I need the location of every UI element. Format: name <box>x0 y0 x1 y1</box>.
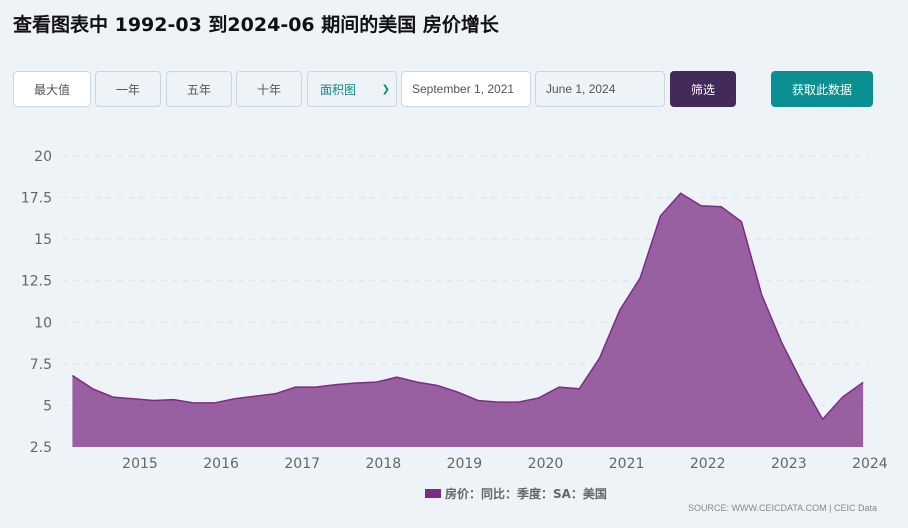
y-tick-label: 12.5 <box>21 274 52 290</box>
end-date-input[interactable]: June 1, 2024 <box>535 71 665 107</box>
series-line <box>72 192 864 421</box>
get-data-button[interactable]: 获取此数据 <box>771 71 873 107</box>
x-tick-label: 2024 <box>852 456 888 472</box>
y-tick-label: 7.5 <box>30 357 52 373</box>
start-date-input[interactable]: September 1, 2021 <box>401 71 531 107</box>
chart-type-value: 面积图 <box>320 82 357 97</box>
y-tick-label: 17.5 <box>21 191 52 207</box>
x-tick-label: 2018 <box>365 456 401 472</box>
y-tick-label: 15 <box>34 232 52 248</box>
ten-year-button[interactable]: 十年 <box>236 71 302 107</box>
chart-type-select[interactable]: 面积图 ❯ <box>307 71 397 107</box>
y-tick-label: 5 <box>43 398 52 414</box>
area-fill <box>72 193 864 447</box>
five-year-button[interactable]: 五年 <box>166 71 232 107</box>
x-tick-label: 2022 <box>690 456 726 472</box>
y-tick-label: 20 <box>34 149 52 165</box>
max-range-button[interactable]: 最大值 <box>13 71 91 107</box>
legend[interactable]: 房价：同比：季度：SA：美国 <box>425 485 607 502</box>
x-tick-label: 2017 <box>284 456 320 472</box>
x-tick-label: 2015 <box>122 456 158 472</box>
page-title: 查看图表中 1992-03 到2024-06 期间的美国 房价增长 <box>13 14 499 36</box>
x-tick-label: 2016 <box>203 456 239 472</box>
source-note: SOURCE: WWW.CEICDATA.COM | CEIC Data <box>688 503 878 513</box>
chevron-down-icon: ❯ <box>381 83 390 95</box>
x-tick-label: 2023 <box>771 456 807 472</box>
y-tick-label: 10 <box>34 315 52 331</box>
legend-swatch <box>425 489 441 498</box>
y-tick-label: 2.5 <box>30 440 52 456</box>
legend-label: 房价：同比：季度：SA：美国 <box>445 487 607 501</box>
x-tick-label: 2019 <box>447 456 483 472</box>
x-tick-label: 2020 <box>528 456 564 472</box>
one-year-button[interactable]: 一年 <box>95 71 161 107</box>
filter-button[interactable]: 筛选 <box>670 71 736 107</box>
x-tick-label: 2021 <box>609 456 645 472</box>
